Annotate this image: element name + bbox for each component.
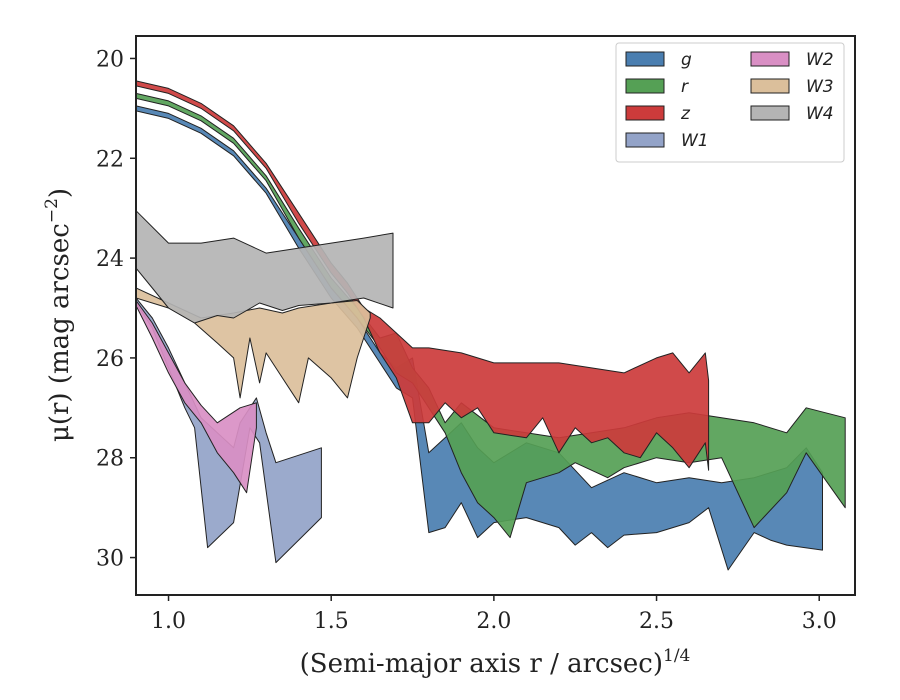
x-axis: 1.0 1.5 2.0 2.5 3.0 [151,595,837,634]
series-band-w2 [136,300,257,494]
y-tick-label: 28 [96,447,124,472]
y-tick-label: 24 [96,247,124,272]
x-tick-label: 2.0 [476,609,511,634]
legend-label-g: g [681,50,692,70]
legend-label-r: r [681,77,689,97]
legend-swatch-w3 [750,78,790,94]
y-tick-label: 20 [96,47,124,72]
y-axis-title-close: ) [45,188,75,198]
y-axis-title-exponent: −2 [42,198,62,223]
x-axis-title-exponent: 1/4 [663,646,690,666]
legend-label-w2: W2 [806,50,834,70]
legend: grz W1 W2 W3 W4 [615,42,845,163]
legend-label-w4: W4 [806,104,834,124]
x-tick-label: 1.5 [314,609,349,634]
x-axis-title: (Semi-major axis r / arcsec)1/4 [300,646,691,679]
y-tick-label: 26 [96,347,124,372]
legend-swatch-z [625,105,665,121]
legend-label-w1: W1 [681,131,709,151]
legend-swatch-w2 [750,51,790,67]
series-band-w4 [136,210,394,324]
y-tick-label: 30 [96,547,124,572]
y-tick-label: 22 [96,147,124,172]
legend-swatch-r [625,78,665,94]
legend-label-z: z [680,104,691,124]
legend-swatch-g [625,51,665,67]
x-tick-label: 1.0 [151,609,186,634]
plot-frame [135,35,856,596]
legend-items: grz W1 W2 W3 W4 [625,50,834,151]
legend-swatch-w4 [750,105,790,121]
legend-swatch-w1 [625,132,665,148]
legend-box [615,42,845,163]
legend-label-w3: W3 [806,77,834,97]
x-tick-label: 3.0 [802,609,837,634]
y-axis-title: μ(r) (mag arcsec−2) [42,188,75,442]
y-axis: 20 22 24 26 28 30 [96,47,136,572]
series-layer [136,80,846,571]
x-tick-label: 2.5 [639,609,674,634]
